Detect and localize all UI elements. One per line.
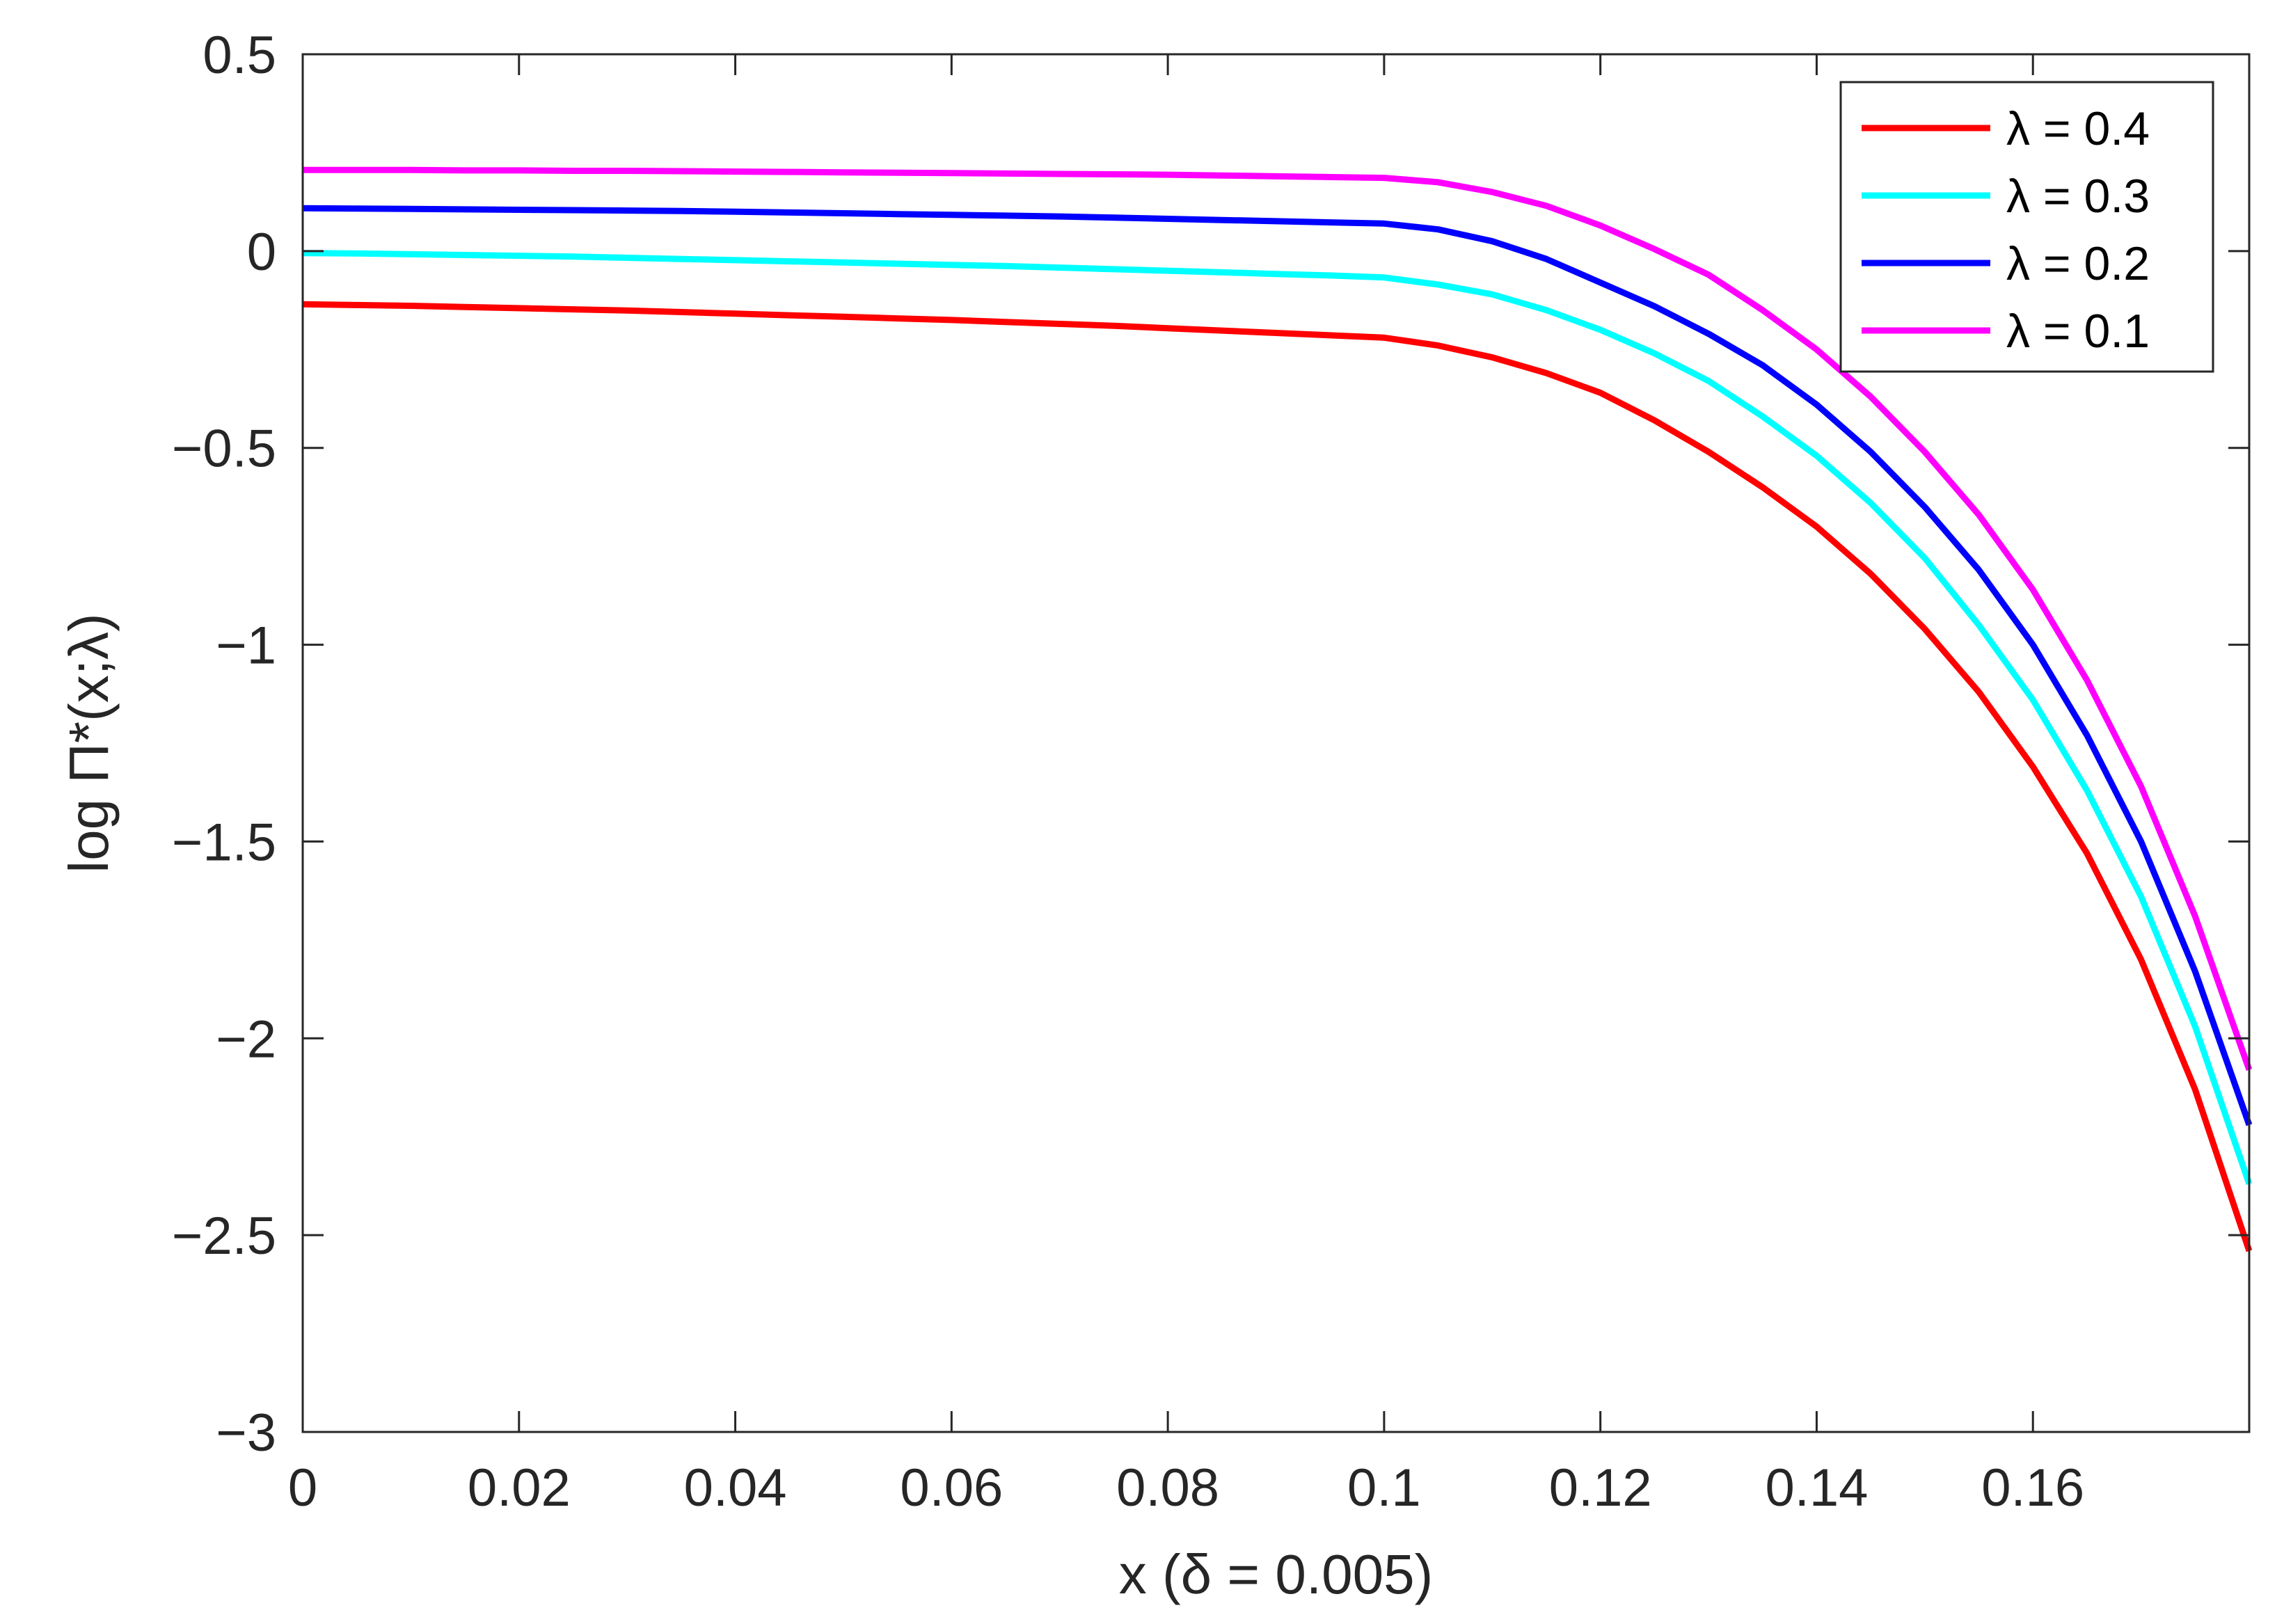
x-tick-label: 0.06 [900, 1458, 1003, 1518]
x-tick-label: 0.12 [1549, 1458, 1652, 1518]
y-tick-label: −0.5 [172, 420, 276, 479]
x-tick-label: 0.14 [1765, 1458, 1868, 1518]
x-tick-label: 0.1 [1347, 1458, 1421, 1518]
plot-area-frame [301, 53, 2251, 1433]
series-line-2 [302, 250, 2253, 1186]
x-axis-label: x (δ = 0.005) [1119, 1543, 1433, 1605]
y-tick-label: 0.5 [203, 26, 276, 85]
x-tick-label: 0 [288, 1458, 317, 1518]
y-tick-label: −1 [216, 616, 276, 676]
legend-label: λ = 0.2 [2006, 237, 2150, 290]
x-tick-label: 0.16 [1981, 1458, 2084, 1518]
legend: λ = 0.4 λ = 0.3 λ = 0.2 λ = 0.1 [1839, 81, 2214, 373]
y-tick-label: −2.5 [172, 1207, 276, 1266]
legend-label: λ = 0.3 [2006, 170, 2150, 223]
axis-ticks: 0 0.02 0.04 0.06 0.08 0.1 0.12 0.14 0.16 0.5 0 −0.5… [172, 26, 2249, 1518]
legend-label: λ = 0.1 [2006, 305, 2150, 358]
y-tick-label: 0 [247, 223, 276, 282]
series-line-1 [302, 301, 2253, 1252]
series-line-3 [302, 205, 2253, 1127]
y-tick-label: −2 [216, 1010, 276, 1069]
y-tick-label: −1.5 [172, 813, 276, 872]
x-tick-label: 0.08 [1116, 1458, 1219, 1518]
y-tick-label: −3 [216, 1403, 276, 1463]
x-tick-label: 0.04 [684, 1458, 787, 1518]
y-axis-label: log Π*(x;λ) [58, 613, 120, 873]
x-tick-label: 0.02 [468, 1458, 571, 1518]
series-line-4 [303, 166, 2253, 1071]
legend-label: λ = 0.4 [2006, 102, 2150, 155]
series-lines [302, 166, 2253, 1252]
